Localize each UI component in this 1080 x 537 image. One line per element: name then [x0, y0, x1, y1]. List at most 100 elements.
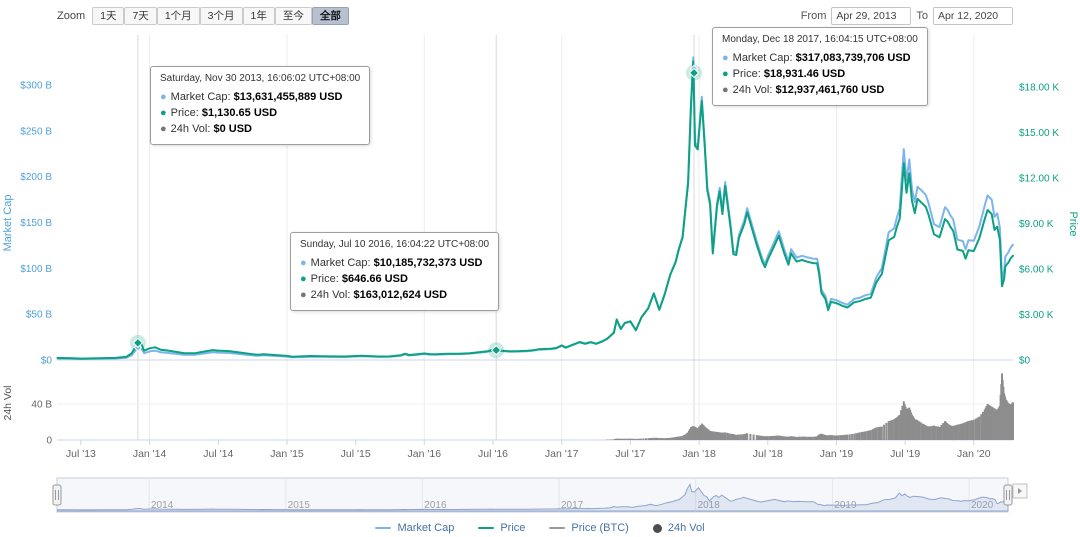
zoom-button-2[interactable]: 1个月: [156, 7, 200, 25]
to-label: To: [916, 9, 928, 22]
market-cap-axis-label: $150 B: [20, 218, 52, 229]
vol-axis-label: 0: [46, 436, 52, 447]
market-cap-bullet-icon: ●: [722, 52, 729, 64]
tooltip-row-value: $163,012,624 USD: [353, 289, 448, 301]
x-axis-label: Jan '15: [270, 448, 304, 460]
x-axis-label: Jul '13: [66, 448, 96, 460]
tooltip-row-label: Market Cap:: [310, 257, 371, 269]
tooltip-vol-row: ● 24h Vol: $12,937,461,760 USD: [722, 82, 918, 98]
price-axis-title: Price: [1067, 211, 1079, 236]
price-axis-label: $15.00 K: [1019, 128, 1059, 139]
zoom-button-group: 1天 7天 1个月 3个月 1年 至今 全部: [92, 6, 349, 25]
vol-bullet-icon: ●: [300, 289, 307, 301]
market-cap-axis-label: $50 B: [26, 310, 52, 321]
navigator-year-label: 2016: [424, 500, 447, 511]
tooltip-row-label: Market Cap:: [732, 52, 793, 64]
navigator-year-label: 2015: [288, 500, 311, 511]
x-axis-label: Jul '18: [753, 448, 783, 460]
market-cap-axis-label: $200 B: [20, 172, 52, 183]
price-bullet-icon: ●: [160, 107, 167, 119]
volume-bars-series: [606, 373, 1014, 441]
navigator-year-label: 2020: [971, 500, 994, 511]
from-label: From: [800, 9, 827, 22]
zoom-label: Zoom: [57, 9, 86, 22]
zoom-button-1[interactable]: 7天: [124, 7, 157, 25]
price-axis-label: $6.00 K: [1019, 265, 1054, 276]
navigator-year-label: 2017: [561, 500, 584, 511]
circle-swatch-icon: [652, 523, 662, 533]
navigator-right-handle[interactable]: [1003, 484, 1013, 506]
price-bullet-icon: ●: [722, 68, 729, 80]
line-swatch-icon: [478, 527, 495, 529]
price-axis-label: $9.00 K: [1019, 219, 1054, 230]
legend-item-price[interactable]: Price: [478, 522, 525, 534]
price-bullet-icon: ●: [300, 273, 307, 285]
date-range-selector: From To: [800, 6, 1013, 25]
line-swatch-icon: [375, 527, 392, 529]
price-series-line: [56, 60, 1014, 360]
tooltip-row-value: $18,931.46 USD: [763, 68, 846, 80]
tooltip-row-label: Price:: [732, 68, 761, 80]
vol-bullet-icon: ●: [160, 123, 167, 135]
x-axis-label: Jan '17: [545, 448, 579, 460]
vol-axis-title: 24h Vol: [2, 385, 14, 420]
tooltip-row-value: $646.66 USD: [341, 273, 408, 285]
from-date-input[interactable]: [831, 6, 912, 25]
tooltip-nov-30-2013: Saturday, Nov 30 2013, 16:06:02 UTC+08:0…: [150, 66, 371, 145]
zoom-button-4[interactable]: 1年: [242, 7, 275, 25]
tooltip-row-label: Price:: [310, 273, 339, 285]
tooltip-date: Monday, Dec 18 2017, 16:04:15 UTC+08:00: [722, 34, 918, 45]
navigator-year-label: 2018: [698, 500, 721, 511]
tooltip-row-label: Market Cap:: [170, 91, 231, 103]
tooltip-vol-row: ● 24h Vol: $0 USD: [160, 121, 360, 137]
tooltip-row-value: $0 USD: [213, 123, 253, 135]
tooltip-row-label: 24h Vol:: [310, 289, 351, 301]
chart-legend: Market Cap Price Price (BTC) 24h Vol: [0, 522, 1080, 534]
right-arrow-icon: [1018, 488, 1022, 494]
tooltip-price-row: ● Price: $18,931.46 USD: [722, 66, 918, 82]
tooltip-market-cap-row: ● Market Cap: $10,185,732,373 USD: [300, 255, 489, 271]
legend-label: Price: [500, 522, 526, 534]
tooltip-row-value: $10,185,732,373 USD: [373, 257, 483, 269]
tooltip-dec-18-2017: Monday, Dec 18 2017, 16:04:15 UTC+08:00 …: [712, 27, 928, 106]
x-axis-label: Jul '19: [890, 448, 920, 460]
zoom-button-6[interactable]: 全部: [311, 7, 349, 25]
tooltip-price-row: ● Price: $646.66 USD: [300, 271, 489, 287]
tooltip-market-cap-row: ● Market Cap: $13,631,455,889 USD: [160, 89, 360, 105]
tooltip-row-value: $1,130.65 USD: [201, 107, 278, 119]
navigator-track[interactable]: [56, 477, 1009, 513]
legend-item-24h-vol[interactable]: 24h Vol: [652, 522, 705, 534]
legend-item-market-cap[interactable]: Market Cap: [375, 522, 454, 534]
market-cap-bullet-icon: ●: [300, 257, 307, 269]
legend-label: Market Cap: [397, 522, 455, 534]
x-axis-label: Jan '16: [408, 448, 442, 460]
tooltip-row-value: $13,631,455,889 USD: [233, 91, 343, 103]
navigator-series: [57, 483, 1009, 512]
zoom-button-0[interactable]: 1天: [92, 7, 125, 25]
tooltip-row-label: Price:: [170, 107, 199, 119]
x-axis-label: Jul '15: [341, 448, 371, 460]
legend-item-price-btc-[interactable]: Price (BTC): [549, 522, 629, 534]
legend-label: Price (BTC): [571, 522, 629, 534]
price-axis-label: $12.00 K: [1019, 174, 1059, 185]
market-cap-axis-label: $300 B: [20, 81, 52, 92]
tooltip-date: Sunday, Jul 10 2016, 16:04:22 UTC+08:00: [300, 239, 490, 250]
x-axis-label: Jan '18: [682, 448, 716, 460]
zoom-button-5[interactable]: 至今: [274, 7, 312, 25]
navigator-left-handle[interactable]: [52, 484, 62, 506]
x-axis-label: Jan '19: [820, 448, 854, 460]
x-axis-label: Jul '17: [615, 448, 645, 460]
price-axis-label: $3.00 K: [1019, 310, 1054, 321]
to-date-input[interactable]: [933, 6, 1013, 25]
tooltip-row-value: $12,937,461,760 USD: [775, 84, 885, 96]
legend-label: 24h Vol: [667, 522, 705, 534]
x-axis-label: Jan '14: [133, 448, 167, 460]
tooltip-row-label: 24h Vol:: [732, 84, 773, 96]
tooltip-row-label: 24h Vol:: [170, 123, 211, 135]
market-cap-axis-label: $100 B: [20, 264, 52, 275]
navigator-scroll-right-button[interactable]: [1012, 483, 1028, 499]
vol-bullet-icon: ●: [722, 84, 729, 96]
tooltip-price-row: ● Price: $1,130.65 USD: [160, 105, 360, 121]
zoom-button-3[interactable]: 3个月: [199, 7, 243, 25]
